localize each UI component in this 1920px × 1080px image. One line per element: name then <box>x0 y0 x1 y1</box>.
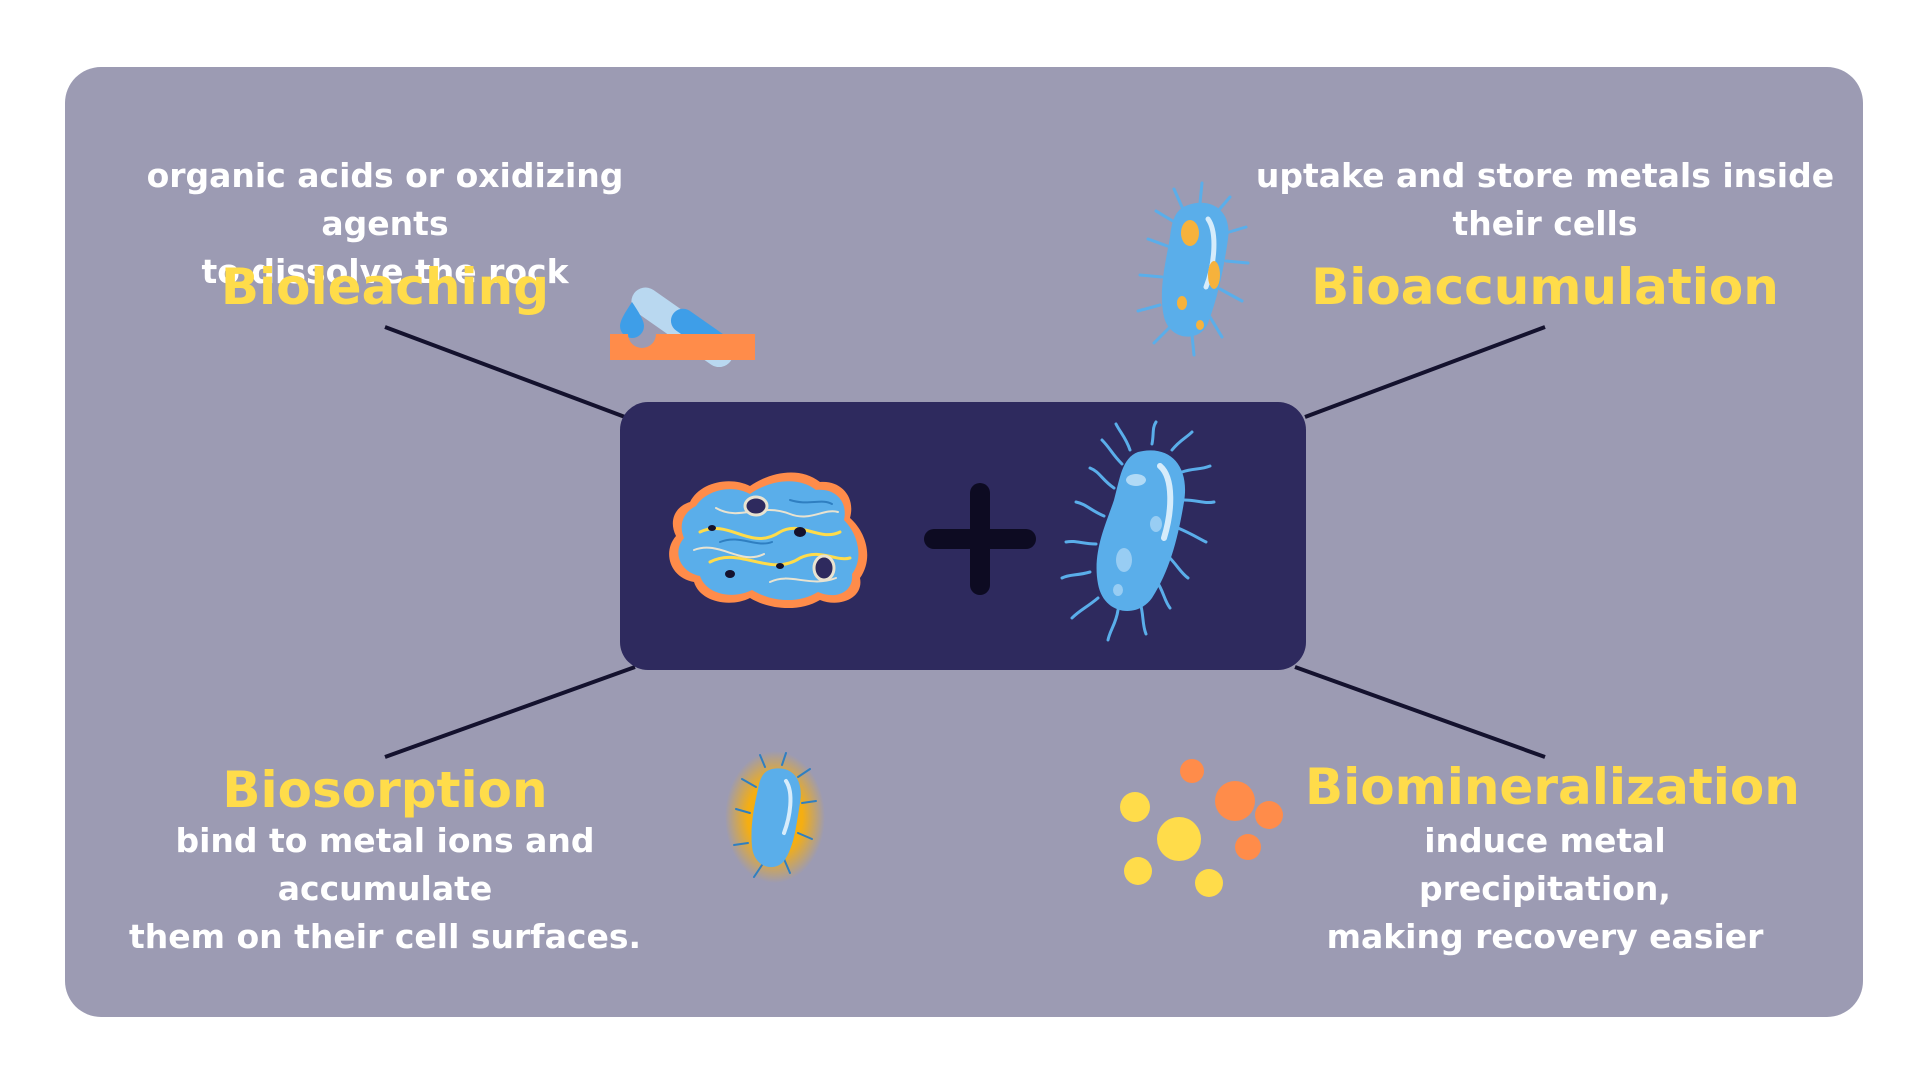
biosorption-title: Biosorption <box>222 761 548 819</box>
bioaccumulation-title: Bioaccumulation <box>1311 258 1779 316</box>
bioleaching-description-line1: organic acids or oxidizing agents <box>146 156 624 243</box>
bacterium-with-inclusions-icon <box>1136 181 1250 357</box>
biosorption-description: bind to metal ions and accumulate them o… <box>85 817 685 961</box>
bioaccumulation-description-line2: their cells <box>1452 204 1638 243</box>
biosorption-description-line2: them on their cell surfaces. <box>128 917 642 956</box>
center-box <box>620 402 1306 670</box>
biomineralization-title: Biomineralization <box>1305 758 1800 816</box>
connector-bioleaching <box>384 325 626 419</box>
precipitate-particles-icon <box>1120 759 1283 897</box>
connector-biomineralization <box>1294 665 1546 759</box>
biosorption-description-line1: bind to metal ions and accumulate <box>175 821 595 908</box>
connector-biosorption <box>384 665 636 759</box>
bacterium-glowing-icon <box>725 751 825 883</box>
plus-icon <box>924 483 1036 595</box>
diagram-panel: organic acids or oxidizing agents to dis… <box>65 67 1863 1017</box>
biomineralization-description: induce metal precipitation, making recov… <box>1305 817 1785 961</box>
biomineralization-description-line1: induce metal precipitation, <box>1419 821 1671 908</box>
test-tube-dropper-icon <box>610 287 755 367</box>
bioleaching-description-line2: to dissolve the rock <box>201 252 569 291</box>
bioleaching-title: Bioleaching <box>220 258 550 316</box>
connector-bioaccumulation <box>1304 325 1546 419</box>
connector-lines <box>384 325 1546 759</box>
ore-rock-icon <box>669 472 868 609</box>
bacterium-icon <box>1060 420 1216 642</box>
bioleaching-description: organic acids or oxidizing agents to dis… <box>85 152 685 296</box>
bioaccumulation-description-line1: uptake and store metals inside <box>1255 156 1835 195</box>
bioaccumulation-description: uptake and store metals inside their cel… <box>1245 152 1845 248</box>
biomineralization-description-line2: making recovery easier <box>1326 917 1764 956</box>
